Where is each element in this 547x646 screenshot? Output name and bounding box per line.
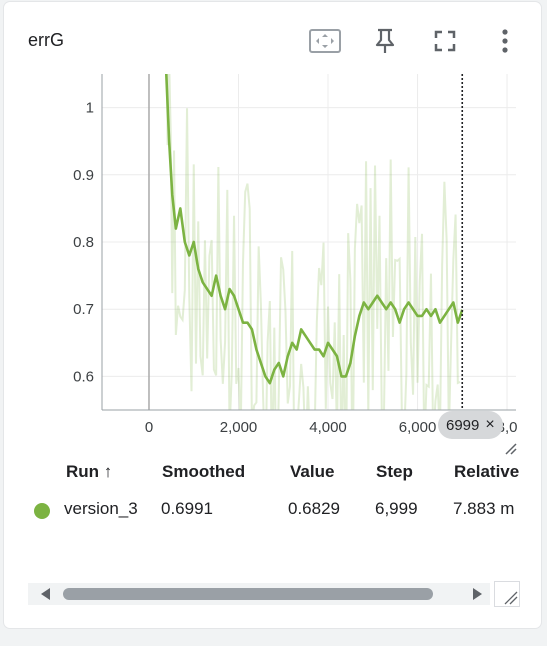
col-header-run[interactable]: Run ↑ — [66, 462, 113, 481]
cell-value: 0.6829 — [288, 499, 340, 518]
pin-icon — [375, 28, 395, 53]
more-options-button[interactable] — [488, 24, 522, 58]
y-tick-label: 0.6 — [73, 368, 94, 385]
scalar-card: errG — [4, 2, 541, 628]
raw-series-layer — [165, 74, 461, 410]
cell-relative: 7.883 m — [453, 499, 515, 518]
y-tick-label: 0.9 — [73, 167, 94, 184]
fullscreen-button[interactable] — [428, 24, 462, 58]
triangle-left-icon — [41, 588, 50, 600]
cell-step: 6,999 — [375, 499, 418, 518]
resize-handle-icon — [504, 591, 518, 605]
close-icon[interactable]: × — [485, 416, 495, 433]
scroll-left-button[interactable] — [36, 585, 56, 603]
smoothed-series-layer — [164, 74, 464, 385]
y-tick-label: 1 — [86, 100, 94, 117]
table-resize-corner[interactable] — [494, 581, 520, 607]
line-chart[interactable]: 0.60.70.80.910 2,000 4,000 6,000 8,0 — [0, 0, 547, 450]
y-tick-label: 0.7 — [73, 301, 94, 318]
smoothed-series-line — [164, 74, 464, 385]
hover-step-label: 6999 — [446, 416, 480, 434]
tick-labels: 0.60.70.80.910 2,000 4,000 6,000 8,0 — [73, 100, 517, 436]
resize-handle-icon[interactable] — [503, 441, 517, 455]
fit-domain-button[interactable] — [308, 24, 342, 58]
scroll-right-button[interactable] — [467, 585, 487, 603]
pin-button[interactable] — [368, 24, 402, 58]
x-tick-label: 0 — [145, 419, 153, 436]
run-color-dot — [34, 503, 50, 519]
fit-domain-icon — [309, 29, 341, 53]
cell-smoothed: 0.6991 — [161, 499, 213, 518]
col-header-relative[interactable]: Relative — [454, 462, 520, 481]
y-tick-label: 0.8 — [73, 234, 94, 251]
chart-grid — [102, 74, 516, 410]
scrollbar-thumb[interactable] — [63, 588, 433, 600]
chart-axes — [101, 74, 516, 411]
more-vert-icon — [502, 29, 508, 53]
x-tick-label: 4,000 — [309, 419, 347, 436]
col-header-smoothed[interactable]: Smoothed — [162, 462, 246, 481]
raw-series-line — [165, 74, 461, 410]
x-tick-label: 6,000 — [399, 419, 437, 436]
fullscreen-icon — [434, 30, 456, 52]
triangle-right-icon — [473, 588, 482, 600]
hover-step-chip[interactable]: 6999 × — [438, 411, 503, 439]
col-header-step[interactable]: Step — [376, 462, 413, 481]
cell-run: version_3 — [64, 499, 138, 518]
col-header-value[interactable]: Value — [290, 462, 335, 481]
card-title: errG — [28, 30, 64, 50]
x-tick-label: 2,000 — [220, 419, 258, 436]
